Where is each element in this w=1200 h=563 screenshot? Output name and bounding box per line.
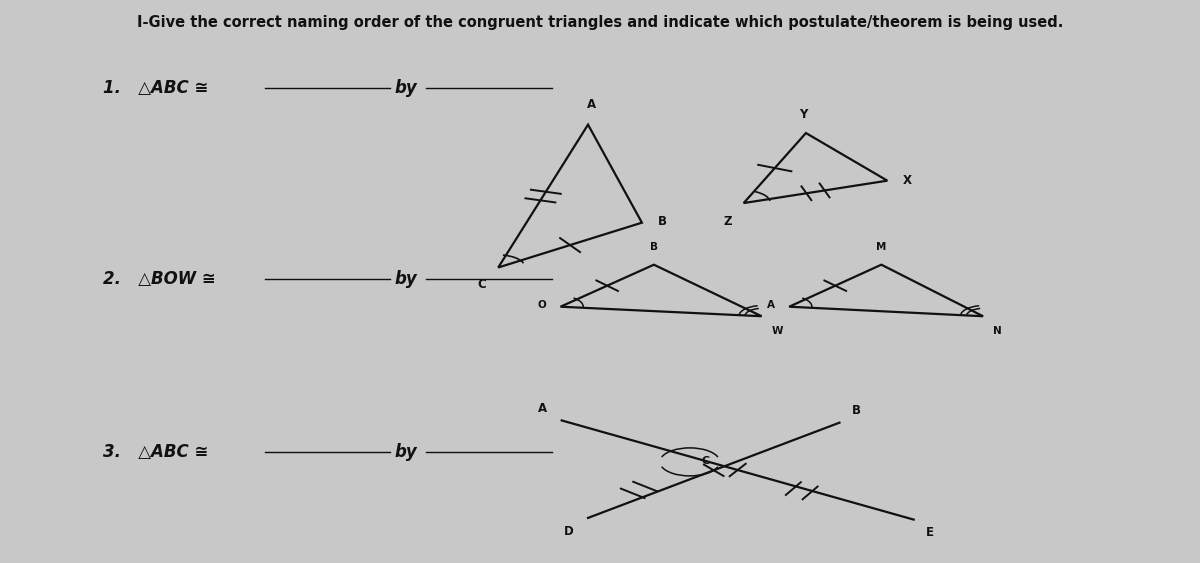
Text: Y: Y [799,108,808,120]
Text: B: B [852,404,860,417]
Text: Z: Z [724,216,732,229]
Text: O: O [538,300,546,310]
Text: D: D [564,525,574,538]
Text: A: A [538,402,547,415]
Text: N: N [992,327,1002,336]
Text: B: B [658,215,666,228]
Text: I-Give the correct naming order of the congruent triangles and indicate which po: I-Give the correct naming order of the c… [137,15,1063,30]
Text: A: A [587,97,596,111]
Text: E: E [925,526,934,539]
Text: B: B [650,242,658,252]
Text: 2.   △BOW ≅: 2. △BOW ≅ [103,270,216,288]
Text: by: by [394,270,416,288]
Text: by: by [394,444,416,461]
Text: A: A [767,300,775,310]
Text: X: X [902,174,912,187]
Text: C: C [478,278,486,291]
Text: by: by [394,79,416,97]
Text: 1.   △ABC ≅: 1. △ABC ≅ [103,79,209,97]
Text: C: C [702,456,710,466]
Text: 3.   △ABC ≅: 3. △ABC ≅ [103,444,209,461]
Text: M: M [876,242,887,252]
Text: W: W [772,327,782,336]
